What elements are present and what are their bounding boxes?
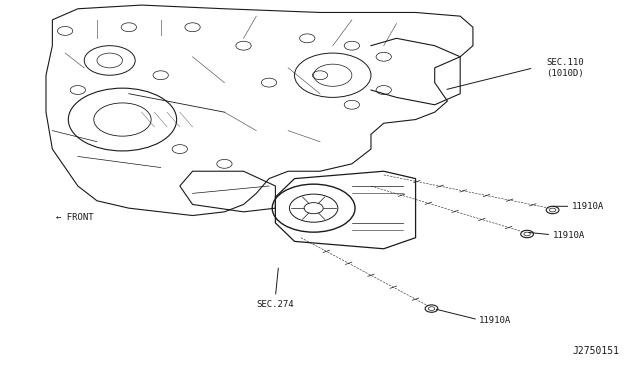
Text: 11910A: 11910A [479,316,511,325]
Text: 11910A: 11910A [552,231,585,240]
Text: SEC.274: SEC.274 [257,300,294,309]
Text: SEC.110
(1010D): SEC.110 (1010D) [546,58,584,77]
Text: ← FRONT: ← FRONT [56,213,93,222]
Text: 11910A: 11910A [572,202,604,211]
Text: J2750151: J2750151 [573,346,620,356]
